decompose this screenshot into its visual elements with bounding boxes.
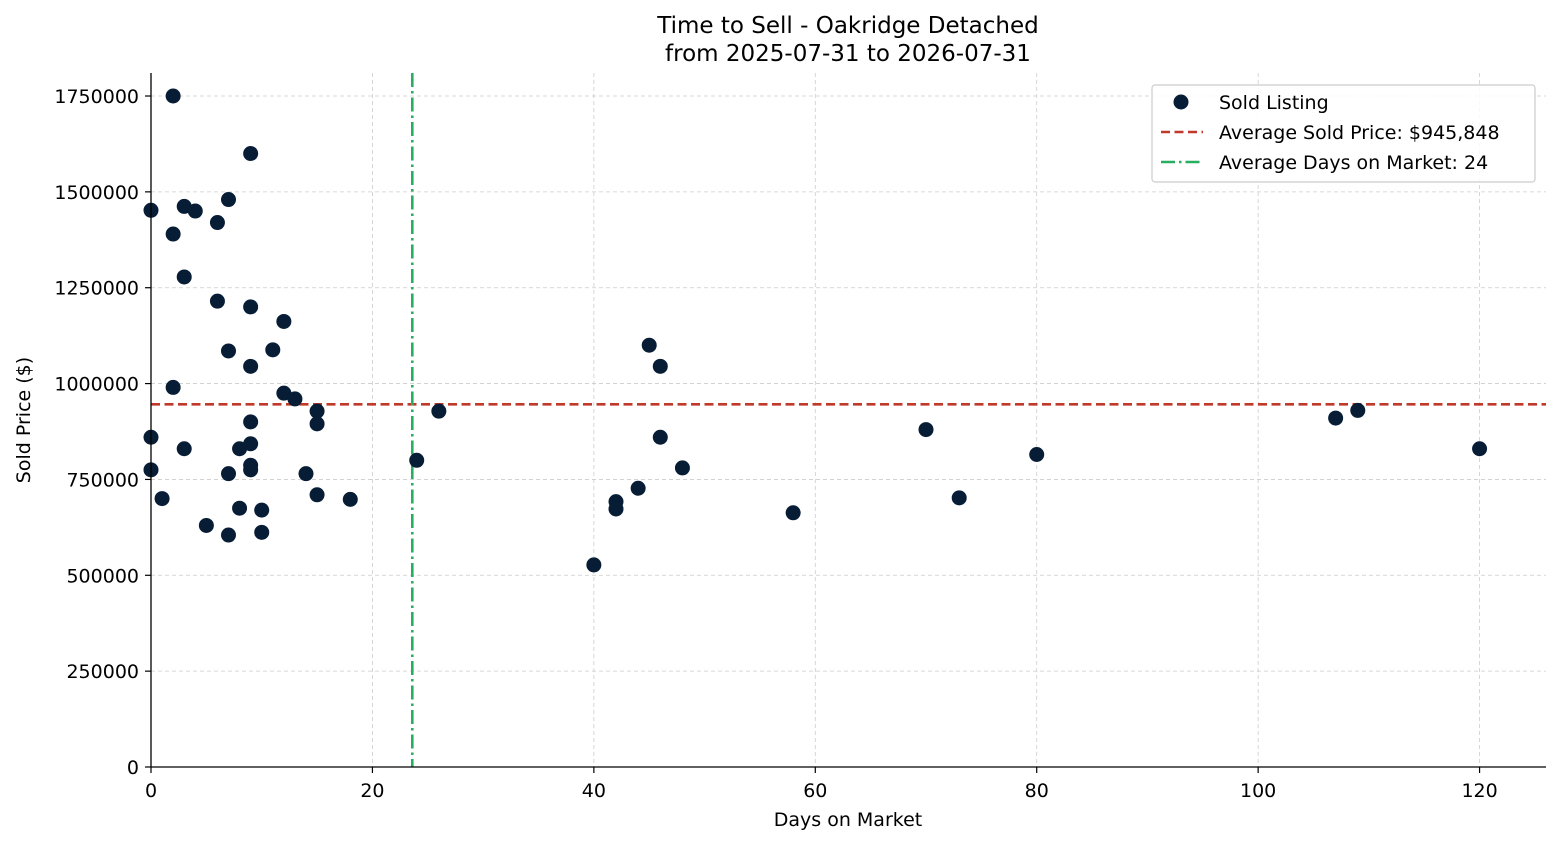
- data-point: [221, 192, 236, 208]
- data-point: [209, 293, 225, 309]
- x-tick-label: 20: [360, 780, 384, 802]
- data-point: [176, 269, 192, 285]
- x-tick-label: 0: [145, 780, 157, 802]
- data-point: [1472, 441, 1488, 457]
- y-tick-label: 0: [127, 757, 139, 779]
- data-point: [232, 500, 248, 516]
- data-point: [243, 436, 259, 452]
- data-point: [221, 343, 236, 359]
- data-point: [254, 502, 270, 518]
- data-point: [243, 146, 259, 162]
- x-tick-label: 80: [1025, 780, 1049, 802]
- data-point: [951, 490, 967, 506]
- y-tick-label: 250000: [66, 661, 139, 683]
- data-point: [276, 385, 292, 401]
- y-tick-label: 1250000: [54, 278, 139, 300]
- y-tick-label: 750000: [66, 469, 139, 491]
- data-point: [409, 452, 425, 468]
- data-point: [243, 414, 259, 430]
- data-point: [431, 403, 447, 419]
- data-point: [342, 491, 358, 507]
- x-tick-label: 60: [803, 780, 827, 802]
- data-point: [309, 416, 325, 432]
- y-tick-label: 1750000: [54, 86, 139, 108]
- data-point: [652, 358, 668, 374]
- reference-lines: [151, 73, 1546, 767]
- chart-title: Time to Sell - Oakridge Detached: [656, 13, 1038, 39]
- chart-subtitle: from 2025-07-31 to 2026-07-31: [665, 41, 1031, 67]
- y-tick-label: 500000: [66, 565, 139, 587]
- legend-label-average-days: Average Days on Market: 24: [1219, 152, 1488, 174]
- y-axis-label: Sold Price ($): [13, 357, 35, 483]
- data-point: [785, 505, 801, 521]
- axes: [150, 73, 1546, 768]
- data-point: [165, 88, 181, 104]
- data-point: [221, 466, 236, 482]
- legend: Sold Listing Average Sold Price: $945,84…: [1151, 84, 1536, 183]
- data-point: [674, 460, 690, 476]
- data-point: [187, 203, 203, 219]
- legend-label-average-price: Average Sold Price: $945,848: [1219, 122, 1500, 144]
- legend-label-sold-listing: Sold Listing: [1219, 92, 1329, 114]
- y-tick-label: 1500000: [54, 182, 139, 204]
- data-point: [586, 557, 602, 573]
- data-point: [243, 299, 259, 315]
- data-point: [652, 429, 668, 445]
- data-point: [608, 501, 624, 517]
- data-point: [1328, 410, 1344, 426]
- x-ticks: 0 20 40 60 80 100 120: [145, 767, 1498, 802]
- data-point: [641, 337, 657, 353]
- data-point: [309, 487, 325, 503]
- data-point: [276, 313, 292, 329]
- data-point: [221, 527, 236, 543]
- data-point: [243, 358, 259, 374]
- y-ticks: 0 250000 500000 750000 1000000 1250000 1500000…: [54, 86, 151, 779]
- data-point: [165, 226, 181, 242]
- data-point: [630, 480, 646, 496]
- x-tick-label: 100: [1240, 780, 1276, 802]
- legend-marker-sold-listing: [1173, 94, 1189, 110]
- data-point: [209, 215, 225, 231]
- data-point: [198, 517, 214, 533]
- data-point: [1029, 447, 1045, 463]
- data-point: [918, 422, 934, 438]
- x-tick-label: 120: [1461, 780, 1497, 802]
- data-point: [309, 403, 325, 419]
- data-point: [265, 342, 281, 358]
- data-point: [165, 379, 181, 395]
- data-point: [243, 462, 259, 478]
- data-point: [254, 524, 270, 540]
- data-point: [176, 441, 192, 457]
- x-axis-label: Days on Market: [774, 809, 922, 831]
- x-tick-label: 40: [582, 780, 606, 802]
- data-point: [1350, 402, 1366, 418]
- legend-box: [1151, 84, 1536, 183]
- y-tick-label: 1000000: [54, 374, 139, 396]
- data-point: [154, 491, 170, 507]
- data-point: [287, 391, 303, 407]
- data-points: [143, 88, 1488, 573]
- data-point: [298, 466, 314, 482]
